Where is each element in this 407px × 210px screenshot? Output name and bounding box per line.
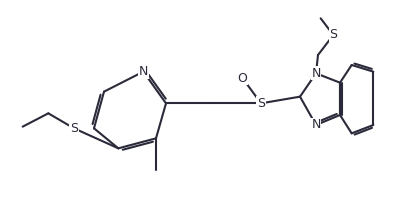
Text: S: S — [257, 97, 265, 110]
Text: O: O — [238, 72, 247, 85]
Text: S: S — [329, 29, 337, 42]
Text: S: S — [70, 122, 78, 135]
Text: N: N — [139, 65, 148, 78]
Text: N: N — [311, 118, 321, 131]
Text: N: N — [311, 67, 321, 80]
